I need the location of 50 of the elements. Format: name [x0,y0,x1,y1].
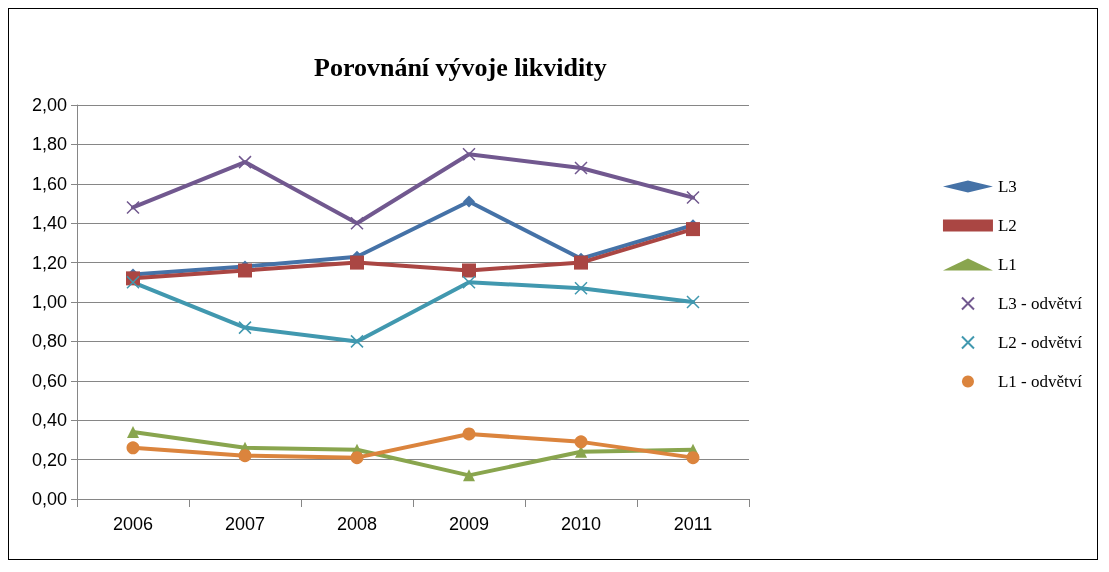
y-tick-label: 0,80 [31,331,67,352]
point [574,255,588,270]
legend-label: L1 [997,255,1017,274]
x-tick-label: 2011 [673,514,713,534]
x-tick-label: 2009 [448,514,490,534]
y-tick-label: 0,00 [31,489,67,509]
point [462,427,476,441]
point [126,200,140,215]
point [350,255,364,270]
point [350,451,364,465]
y-tick-label: 0,60 [31,370,67,391]
y-tick-label: 1,80 [31,134,67,155]
point [126,441,140,455]
y-tick-label: 0,40 [31,410,67,431]
point [463,195,475,208]
y-tick-label: 1,00 [31,292,67,312]
point [462,275,476,290]
x-tick-label: 2006 [112,514,154,534]
point [238,320,252,335]
point [126,275,140,290]
point [686,190,700,205]
legend-label: L3 - odvětví [997,294,1083,313]
point [350,216,364,230]
legend-label: L2 - odvětví [997,333,1083,352]
chart-title: Porovnání vývoje likvidity [314,52,607,82]
y-tick-label: 1,20 [31,252,67,273]
x-tick-label: 2010 [560,514,602,534]
point [574,161,588,175]
y-tick-label: 2,00 [31,95,67,115]
legend-label: L2 [997,216,1017,235]
point [686,295,700,309]
point [462,147,476,161]
point [462,263,476,278]
point [350,334,364,349]
x-tick-label: 2008 [336,514,378,534]
y-tick-label: 1,60 [31,173,67,194]
x-tick-label: 2007 [224,514,266,534]
point [463,469,475,482]
point [686,222,700,237]
y-tick-label: 0,20 [31,449,67,470]
point [127,426,139,439]
legend-label: L3 [997,177,1017,196]
point [574,281,588,295]
legend-label: L1 - odvětví [997,372,1083,391]
point [574,435,588,449]
point [238,155,252,169]
y-tick-label: 1,40 [31,213,67,234]
point [686,451,700,465]
point [238,263,252,278]
point [238,449,252,463]
